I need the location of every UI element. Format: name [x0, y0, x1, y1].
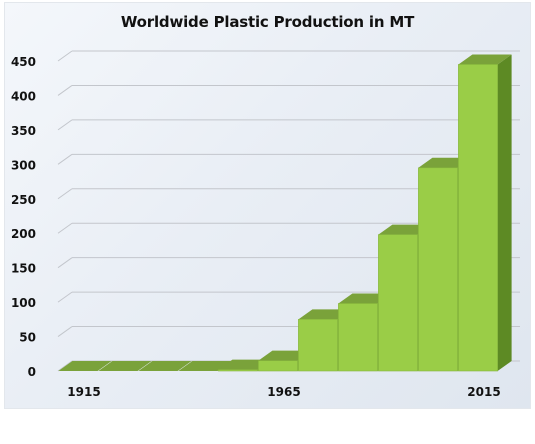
y-tick-label: 250	[11, 193, 36, 207]
x-tick-label: 1965	[267, 385, 300, 399]
y-tick-label: 150	[11, 262, 36, 276]
gridline-slant	[57, 326, 73, 337]
bar-side	[497, 54, 512, 371]
gridline-slant	[57, 291, 73, 303]
bar-top	[98, 361, 152, 371]
gridline-slant	[57, 257, 73, 269]
bar-top	[178, 361, 232, 371]
gridline-slant	[57, 222, 73, 234]
y-tick-label: 350	[11, 124, 36, 138]
gridline-slant	[57, 85, 73, 96]
bar	[338, 303, 378, 372]
gridline-slant	[57, 188, 73, 200]
x-tick-label: 1915	[67, 385, 100, 399]
y-tick-label: 200	[11, 227, 36, 241]
bar-top	[458, 54, 512, 65]
x-tick-label: 2015	[467, 385, 500, 399]
gridline-slant	[57, 119, 73, 131]
bar	[218, 369, 258, 372]
y-tick-label: 50	[19, 331, 36, 345]
y-tick-label: 300	[11, 158, 36, 172]
y-tick-label: 100	[11, 296, 36, 310]
y-tick-label: 0	[28, 365, 36, 379]
bar	[378, 234, 418, 372]
gridline-slant	[57, 360, 73, 372]
bar	[298, 319, 338, 372]
y-tick-label: 400	[11, 89, 36, 103]
bar	[458, 64, 498, 372]
bar	[418, 167, 458, 372]
bar-top	[138, 361, 192, 371]
gridline-slant	[57, 50, 73, 62]
bar	[258, 360, 298, 372]
bar-top	[58, 361, 112, 371]
chart-title: Worldwide Plastic Production in MT	[120, 13, 415, 31]
y-tick-label: 450	[11, 55, 36, 69]
gridline-slant	[57, 153, 73, 165]
